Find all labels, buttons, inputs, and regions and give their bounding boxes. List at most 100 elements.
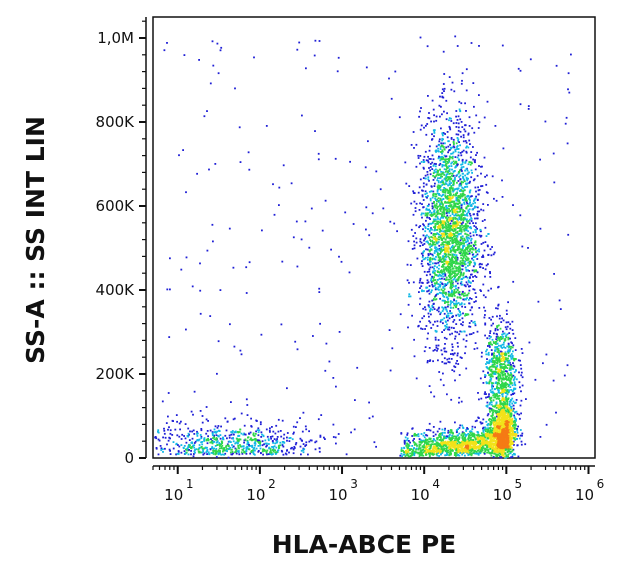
data-point (458, 432, 461, 435)
data-point (442, 230, 445, 233)
data-point (443, 174, 446, 176)
data-point (190, 441, 193, 444)
data-point (419, 277, 422, 280)
data-point (462, 276, 465, 279)
data-point (456, 360, 458, 362)
data-point (462, 426, 464, 429)
data-point (428, 237, 431, 239)
data-point (419, 279, 421, 282)
data-point (470, 433, 473, 436)
data-point (482, 370, 485, 373)
data-point (485, 433, 487, 436)
data-point (476, 214, 479, 217)
data-point (211, 446, 214, 448)
data-point (436, 210, 439, 212)
data-point (465, 447, 468, 449)
data-point (463, 450, 465, 452)
data-point (403, 441, 406, 444)
data-point (480, 435, 483, 437)
data-point (420, 327, 422, 330)
data-point (456, 289, 459, 292)
data-point (444, 302, 446, 304)
data-point (183, 450, 186, 452)
data-point (444, 250, 446, 253)
data-point (486, 443, 489, 446)
data-point (459, 190, 461, 192)
data-point (430, 327, 433, 329)
data-point (458, 221, 461, 224)
data-point (482, 254, 484, 257)
data-point (252, 438, 255, 441)
data-point (478, 121, 481, 124)
data-point (457, 163, 459, 166)
data-point (450, 302, 452, 304)
data-point (318, 447, 321, 450)
data-point (189, 430, 191, 433)
data-point (157, 429, 160, 432)
data-point (427, 312, 430, 315)
data-point (436, 216, 439, 218)
data-point (464, 124, 466, 127)
data-point (271, 426, 273, 428)
data-point (477, 416, 480, 419)
data-point (442, 275, 445, 278)
data-point (437, 177, 439, 180)
data-point (432, 299, 435, 301)
data-point (198, 451, 200, 454)
data-point (458, 205, 461, 208)
data-point (440, 243, 442, 246)
data-point (449, 247, 452, 250)
data-point (427, 117, 430, 119)
data-point (439, 220, 442, 223)
data-point (441, 299, 444, 302)
data-point (233, 433, 235, 436)
data-point (458, 401, 460, 404)
data-point (454, 161, 456, 164)
data-point (482, 437, 484, 440)
data-point (453, 146, 456, 149)
data-point (269, 427, 271, 430)
data-point (445, 177, 448, 180)
data-point (481, 449, 484, 452)
data-point (319, 434, 322, 437)
data-point (449, 183, 451, 186)
data-point (441, 272, 443, 274)
data-point (447, 260, 449, 263)
data-point (465, 434, 468, 436)
data-point (438, 271, 441, 274)
data-point (444, 233, 447, 236)
data-point (268, 447, 270, 450)
data-point (428, 243, 431, 246)
data-point (218, 447, 221, 450)
data-point (440, 246, 443, 249)
data-point (468, 449, 471, 452)
data-point (430, 248, 433, 251)
data-point (167, 428, 169, 431)
data-point (450, 156, 452, 159)
data-point (421, 281, 423, 284)
data-point (433, 267, 435, 270)
data-point (485, 428, 488, 431)
data-point (453, 304, 456, 307)
data-point (458, 396, 461, 399)
data-point (415, 165, 418, 168)
data-point (160, 447, 163, 450)
data-point (486, 431, 489, 433)
data-point (426, 282, 429, 284)
data-point (472, 234, 475, 237)
data-point (436, 173, 439, 176)
data-point (461, 254, 463, 257)
data-point (413, 453, 416, 456)
data-point (437, 233, 440, 235)
data-point (453, 442, 456, 444)
data-point (423, 167, 425, 170)
data-point (480, 185, 482, 188)
data-point (180, 444, 183, 446)
data-point (202, 450, 205, 453)
data-point (402, 453, 405, 456)
data-point (207, 451, 210, 454)
data-point (422, 189, 424, 192)
data-point (447, 451, 450, 454)
data-point (459, 303, 461, 306)
data-point (457, 148, 460, 150)
